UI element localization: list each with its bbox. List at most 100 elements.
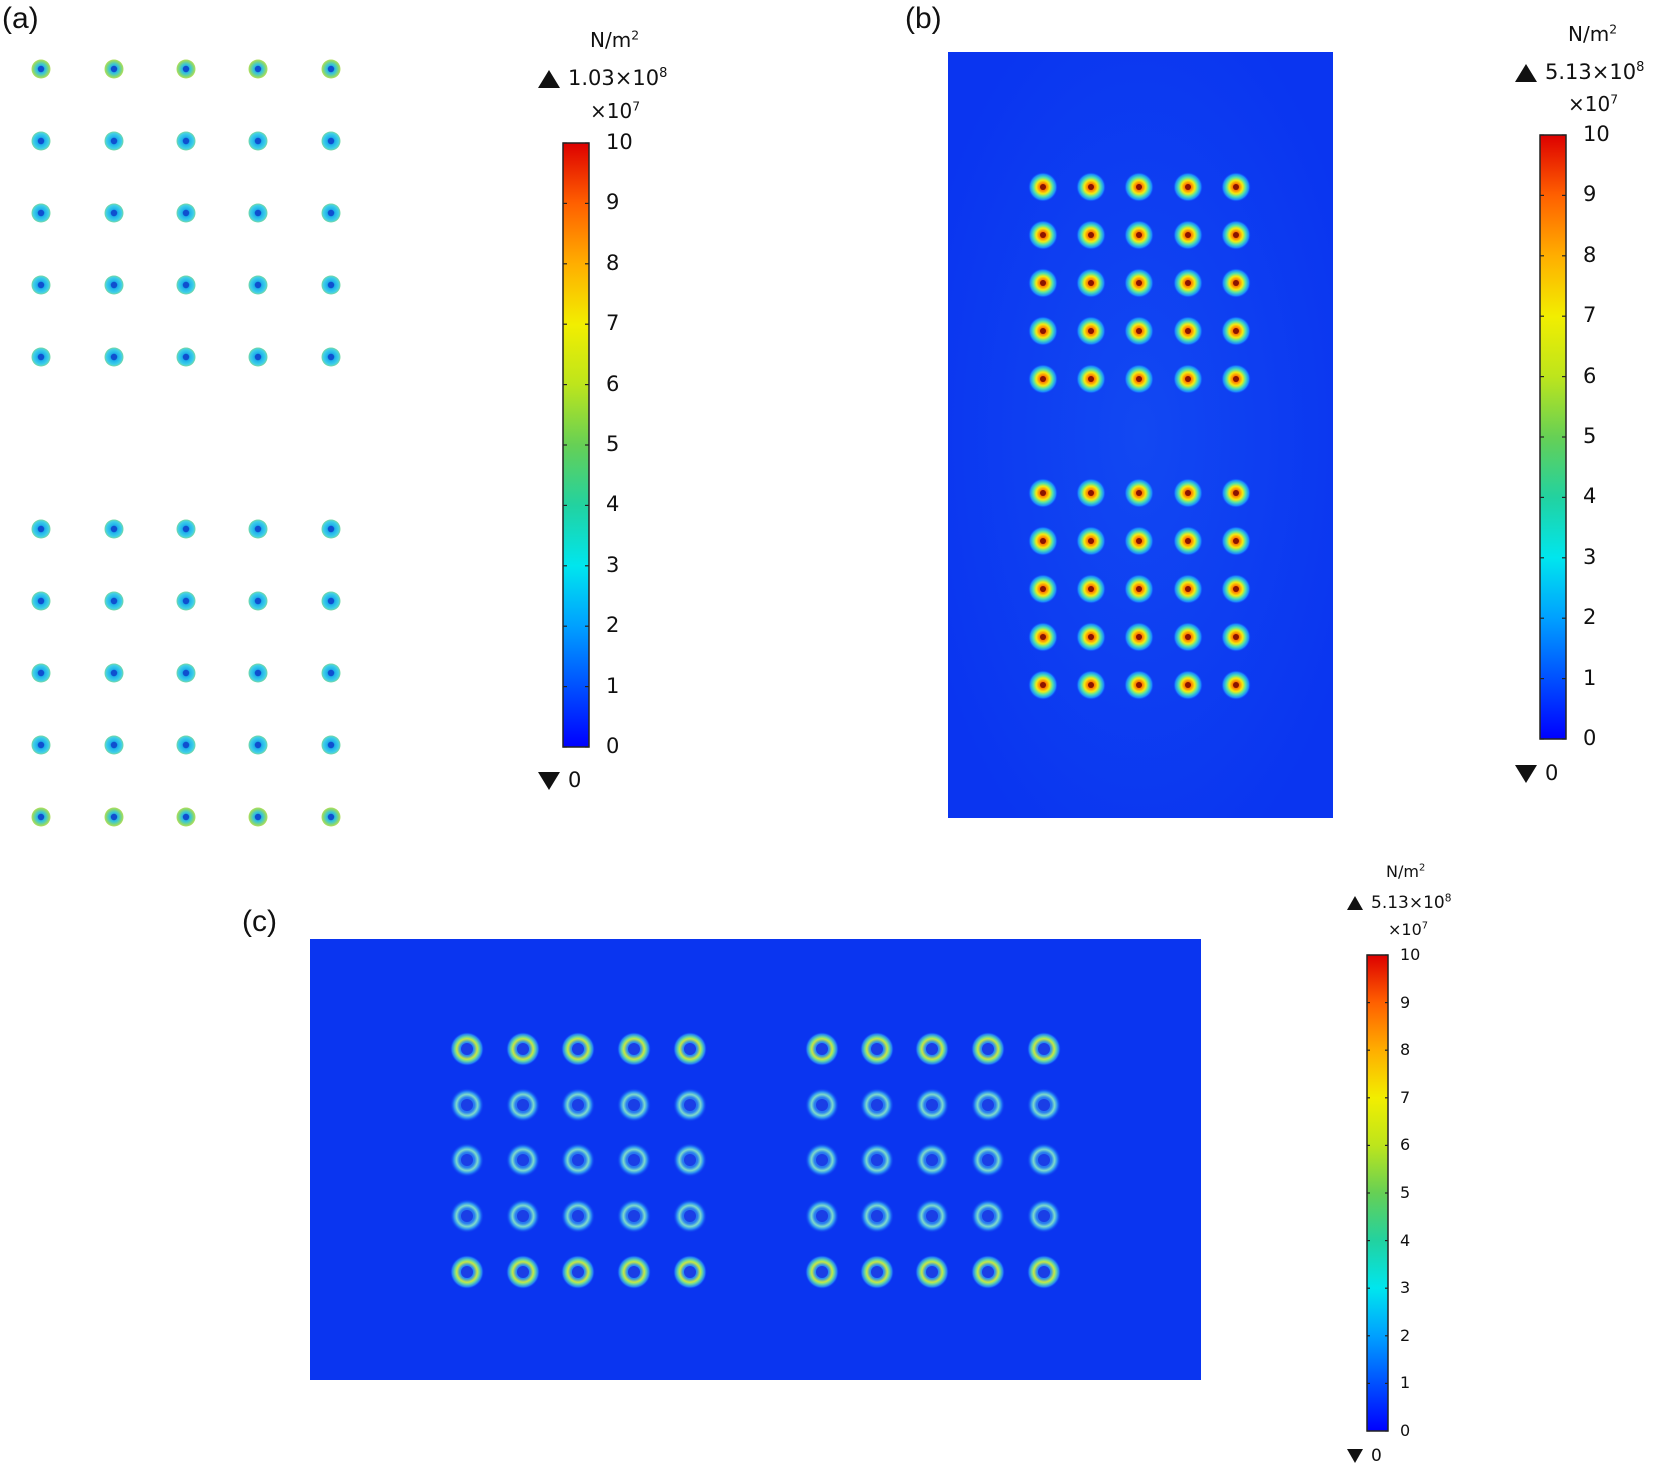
hole-center bbox=[327, 137, 335, 145]
hole-center bbox=[816, 1154, 828, 1166]
hole-center bbox=[684, 1210, 696, 1222]
hole-center bbox=[254, 813, 262, 821]
hole-center bbox=[816, 1043, 828, 1055]
hole-center bbox=[1088, 232, 1094, 238]
hole-center bbox=[816, 1266, 828, 1278]
hole-center bbox=[182, 813, 190, 821]
hole-center bbox=[1185, 376, 1191, 382]
panel-a-multiplier: ×107 bbox=[590, 98, 641, 123]
hole-center bbox=[628, 1043, 640, 1055]
hole-center bbox=[926, 1099, 938, 1111]
hole-center bbox=[572, 1099, 584, 1111]
hole-center bbox=[182, 65, 190, 73]
hole-center bbox=[1040, 490, 1046, 496]
hole-center bbox=[871, 1043, 883, 1055]
hole-center bbox=[327, 813, 335, 821]
colorbar-tick-label: 9 bbox=[1583, 182, 1597, 207]
hole-center bbox=[461, 1266, 473, 1278]
hole-center bbox=[37, 525, 45, 533]
hole-center bbox=[1040, 682, 1046, 688]
hole-center bbox=[1040, 586, 1046, 592]
hole-center bbox=[1185, 490, 1191, 496]
hole-center bbox=[628, 1266, 640, 1278]
hole-center bbox=[182, 741, 190, 749]
hole-center bbox=[1233, 634, 1239, 640]
hole-center bbox=[110, 813, 118, 821]
hole-center bbox=[1185, 538, 1191, 544]
hole-center bbox=[1136, 184, 1142, 190]
hole-center bbox=[1088, 682, 1094, 688]
hole-center bbox=[110, 669, 118, 677]
hole-center bbox=[1185, 232, 1191, 238]
hole-center bbox=[684, 1099, 696, 1111]
hole-center bbox=[327, 525, 335, 533]
hole-center bbox=[871, 1099, 883, 1111]
hole-center bbox=[1136, 682, 1142, 688]
hole-center bbox=[982, 1043, 994, 1055]
hole-center bbox=[1136, 376, 1142, 382]
colorbar-tick-label: 7 bbox=[606, 311, 620, 336]
panel-a-colorbar bbox=[562, 142, 590, 748]
hole-center bbox=[1088, 490, 1094, 496]
hole-center bbox=[254, 741, 262, 749]
hole-center bbox=[1185, 634, 1191, 640]
panel-c-multiplier: ×107 bbox=[1388, 920, 1429, 939]
hole-center bbox=[327, 741, 335, 749]
colorbar-tick-label: 10 bbox=[606, 129, 633, 154]
panel-a-holes bbox=[31, 59, 341, 827]
hole-center bbox=[1038, 1266, 1050, 1278]
hole-center bbox=[254, 353, 262, 361]
hole-center bbox=[628, 1099, 640, 1111]
colorbar-tick-label: 3 bbox=[606, 552, 620, 577]
hole-center bbox=[1185, 682, 1191, 688]
hole-center bbox=[517, 1266, 529, 1278]
hole-center bbox=[926, 1154, 938, 1166]
hole-center bbox=[1233, 682, 1239, 688]
hole-center bbox=[628, 1210, 640, 1222]
hole-center bbox=[684, 1266, 696, 1278]
hole-center bbox=[254, 597, 262, 605]
panel-c-colorbar bbox=[1366, 954, 1389, 1432]
min-triangle-icon bbox=[538, 772, 560, 790]
hole-center bbox=[1233, 376, 1239, 382]
panel-c-min-value: 0 bbox=[1347, 1446, 1382, 1466]
hole-center bbox=[1233, 586, 1239, 592]
hole-center bbox=[871, 1154, 883, 1166]
hole-center bbox=[871, 1266, 883, 1278]
colorbar-tick-label: 6 bbox=[606, 371, 620, 396]
hole-center bbox=[1088, 634, 1094, 640]
colorbar-tick-label: 3 bbox=[1583, 544, 1597, 569]
hole-center bbox=[1185, 280, 1191, 286]
hole-center bbox=[110, 65, 118, 73]
colorbar-tick-label: 4 bbox=[1400, 1230, 1411, 1250]
hole-center bbox=[1040, 280, 1046, 286]
colorbar-tick-label: 10 bbox=[1583, 121, 1610, 146]
colorbar-tick-label: 10 bbox=[1400, 945, 1421, 965]
colorbar-tick-label: 0 bbox=[1583, 725, 1597, 750]
colorbar-tick-label: 9 bbox=[606, 190, 620, 215]
panel-c-max-value: 5.13×108 bbox=[1347, 893, 1451, 913]
hole-center bbox=[628, 1154, 640, 1166]
colorbar-tick-label: 8 bbox=[1583, 242, 1597, 267]
hole-center bbox=[1136, 490, 1142, 496]
hole-center bbox=[327, 353, 335, 361]
panel-c-label: (c) bbox=[242, 905, 277, 938]
hole-center bbox=[254, 209, 262, 217]
hole-center bbox=[327, 597, 335, 605]
hole-center bbox=[1136, 634, 1142, 640]
panel-c-holes bbox=[450, 1032, 1061, 1289]
hole-center bbox=[37, 813, 45, 821]
hole-center bbox=[327, 209, 335, 217]
hole-center bbox=[182, 281, 190, 289]
colorbar-tick-label: 4 bbox=[1583, 484, 1597, 509]
colorbar-tick-label: 7 bbox=[1583, 303, 1597, 328]
hole-center bbox=[1088, 538, 1094, 544]
hole-center bbox=[1038, 1154, 1050, 1166]
colorbar-tick-label: 2 bbox=[1400, 1325, 1411, 1345]
panel-a-label: (a) bbox=[2, 2, 39, 35]
panel-c-unit: N/m2 bbox=[1386, 862, 1426, 881]
hole-center bbox=[182, 525, 190, 533]
hole-center bbox=[1185, 586, 1191, 592]
hole-center bbox=[982, 1154, 994, 1166]
